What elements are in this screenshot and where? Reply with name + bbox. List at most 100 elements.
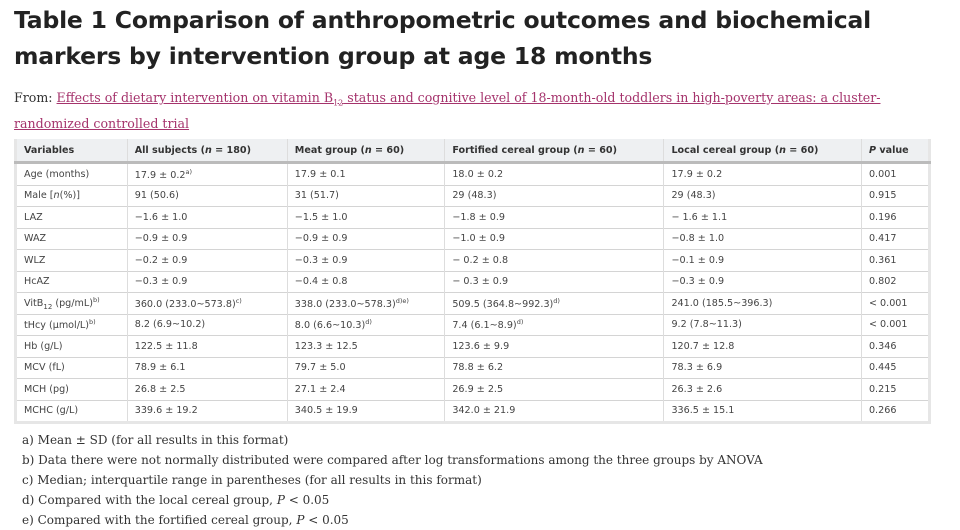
table-cell: 0.802	[861, 270, 931, 293]
table-cell: 27.1 ± 2.4	[287, 378, 446, 400]
table-row: VitB12 (pg/mL)b) 360.0 (233.0~573.8)c) 338…	[15, 292, 931, 314]
table-cell: −1.8 ± 0.9	[444, 206, 665, 228]
table-cell: 9.2 (7.8~11.3)	[663, 313, 862, 336]
table-cell: 123.3 ± 12.5	[287, 335, 446, 357]
table-row: Age (months) 17.9 ± 0.2a) 17.9 ± 0.1 18.0 ±…	[15, 162, 931, 185]
row-label: MCV (fL)	[15, 356, 128, 379]
article-link[interactable]: Effects of dietary intervention on vitam…	[14, 90, 881, 131]
row-label: HcAZ	[15, 270, 128, 293]
table-cell: 26.9 ± 2.5	[444, 378, 665, 400]
table-cell: 26.8 ± 2.5	[127, 378, 288, 400]
table-cell: 0.361	[861, 249, 931, 271]
column-header: Local cereal group (n = 60)	[663, 139, 862, 164]
table-cell: 0.001	[861, 162, 931, 185]
table-cell: 31 (51.7)	[287, 184, 446, 207]
table-cell: 29 (48.3)	[663, 184, 862, 207]
source-citation: From: Effects of dietary intervention on…	[14, 88, 914, 134]
from-label: From:	[14, 90, 57, 105]
footnote: d) Compared with the local cereal group,…	[22, 493, 330, 507]
table-cell: < 0.001	[861, 292, 931, 314]
table-cell: 360.0 (233.0~573.8)c)	[127, 292, 288, 314]
column-header: P value	[861, 139, 931, 164]
row-label: WLZ	[15, 249, 128, 271]
table-row: Male [n(%)] 91 (50.6) 31 (51.7) 29 (48.3) 29…	[15, 184, 931, 207]
table-cell: 0.417	[861, 227, 931, 250]
table-cell: −0.8 ± 1.0	[663, 227, 862, 250]
table-cell: 340.5 ± 19.9	[287, 399, 446, 423]
table-cell: 91 (50.6)	[127, 184, 288, 207]
table-row: WAZ −0.9 ± 0.9 −0.9 ± 0.9 −1.0 ± 0.9 −0.8 ± …	[15, 227, 931, 250]
table-cell: 0.196	[861, 206, 931, 228]
table-cell: −1.6 ± 1.0	[127, 206, 288, 228]
row-label: LAZ	[15, 206, 128, 228]
table-cell: 120.7 ± 12.8	[663, 335, 862, 357]
table-cell: < 0.001	[861, 313, 931, 336]
table-cell: −0.9 ± 0.9	[287, 227, 446, 250]
table-cell: −0.3 ± 0.9	[663, 270, 862, 293]
table-row: LAZ −1.6 ± 1.0 −1.5 ± 1.0 −1.8 ± 0.9− 1.6 ±…	[15, 206, 931, 228]
table-cell: −1.0 ± 0.9	[444, 227, 665, 250]
table-cell: −1.5 ± 1.0	[287, 206, 446, 228]
table-cell: 18.0 ± 0.2	[444, 162, 665, 185]
table-cell: −0.2 ± 0.9	[127, 249, 288, 271]
table-cell: −0.3 ± 0.9	[127, 270, 288, 293]
table-cell: 122.5 ± 11.8	[127, 335, 288, 357]
table-cell: −0.4 ± 0.8	[287, 270, 446, 293]
table-row: WLZ −0.2 ± 0.9 −0.3 ± 0.9− 0.2 ± 0.8 −0.1 ±…	[15, 249, 931, 271]
table-cell: 79.7 ± 5.0	[287, 356, 446, 379]
table-title: Table 1 Comparison of anthropometric out…	[14, 6, 872, 70]
table-cell: 338.0 (233.0~578.3)d)e)	[287, 292, 446, 314]
table-cell: −0.3 ± 0.9	[287, 249, 446, 271]
table-cell: 29 (48.3)	[444, 184, 665, 207]
table-cell: 78.8 ± 6.2	[444, 356, 665, 379]
column-header: All subjects (n = 180)	[127, 139, 288, 164]
table-cell: 123.6 ± 9.9	[444, 335, 665, 357]
row-label: MCH (pg)	[15, 378, 128, 400]
table-cell: 78.3 ± 6.9	[663, 356, 862, 379]
table-cell: − 0.2 ± 0.8	[444, 249, 665, 271]
table-row: Hb (g/L) 122.5 ± 11.8 123.3 ± 12.5 123.6 ± …	[15, 335, 931, 357]
footnote: e) Compared with the fortified cereal gr…	[22, 513, 349, 527]
row-label: Male [n(%)]	[15, 184, 128, 207]
table-cell: −0.1 ± 0.9	[663, 249, 862, 271]
footnote: c) Median; interquartile range in parent…	[22, 473, 482, 487]
table-cell: 342.0 ± 21.9	[444, 399, 665, 423]
table-cell: 17.9 ± 0.2a)	[127, 162, 288, 185]
row-label: Hb (g/L)	[15, 335, 128, 357]
footnote: a) Mean ± SD (for all results in this fo…	[22, 433, 289, 447]
row-label: MCHC (g/L)	[15, 399, 128, 423]
column-header: Fortified cereal group (n = 60)	[444, 139, 665, 164]
table-cell: 509.5 (364.8~992.3)d)	[444, 292, 665, 314]
table-cell: 8.0 (6.6~10.3)d)	[287, 313, 446, 336]
table-cell: 0.915	[861, 184, 931, 207]
table-cell: 8.2 (6.9~10.2)	[127, 313, 288, 336]
row-label: WAZ	[15, 227, 128, 250]
column-header: Meat group (n = 60)	[287, 139, 446, 164]
footnote: b) Data there were not normally distribu…	[22, 453, 763, 467]
table-cell: 0.266	[861, 399, 931, 423]
table-cell: 339.6 ± 19.2	[127, 399, 288, 423]
footnotes: a) Mean ± SD (for all results in this fo…	[22, 430, 763, 530]
table-cell: 336.5 ± 15.1	[663, 399, 862, 423]
table-cell: − 1.6 ± 1.1	[663, 206, 862, 228]
table-row: MCH (pg) 26.8 ± 2.5 27.1 ± 2.4 26.9 ± 2.5 26…	[15, 378, 931, 400]
table-cell: 0.445	[861, 356, 931, 379]
table-cell: 241.0 (185.5~396.3)	[663, 292, 862, 314]
table-cell: 0.215	[861, 378, 931, 400]
row-label: Age (months)	[15, 162, 128, 185]
table-cell: −0.9 ± 0.9	[127, 227, 288, 250]
column-header: Variables	[15, 139, 128, 164]
table-row: MCHC (g/L) 339.6 ± 19.2 340.5 ± 19.9 342.0 …	[15, 399, 931, 423]
table-cell: 0.346	[861, 335, 931, 357]
table-cell: 17.9 ± 0.2	[663, 162, 862, 185]
table-cell: − 0.3 ± 0.9	[444, 270, 665, 293]
table-cell: 7.4 (6.1~8.9)d)	[444, 313, 665, 336]
row-label: tHcy (μmol/L)b)	[15, 313, 128, 336]
row-label: VitB12 (pg/mL)b)	[15, 292, 128, 314]
table-cell: 26.3 ± 2.6	[663, 378, 862, 400]
table-row: tHcy (μmol/L)b) 8.2 (6.9~10.2) 8.0 (6.6~10…	[15, 313, 931, 336]
table-cell: 17.9 ± 0.1	[287, 162, 446, 185]
comparison-table: Variables All subjects (n = 180) Meat grou…	[14, 139, 931, 424]
table-cell: 78.9 ± 6.1	[127, 356, 288, 379]
table-row: MCV (fL) 78.9 ± 6.1 79.7 ± 5.0 78.8 ± 6.2 78…	[15, 356, 931, 379]
